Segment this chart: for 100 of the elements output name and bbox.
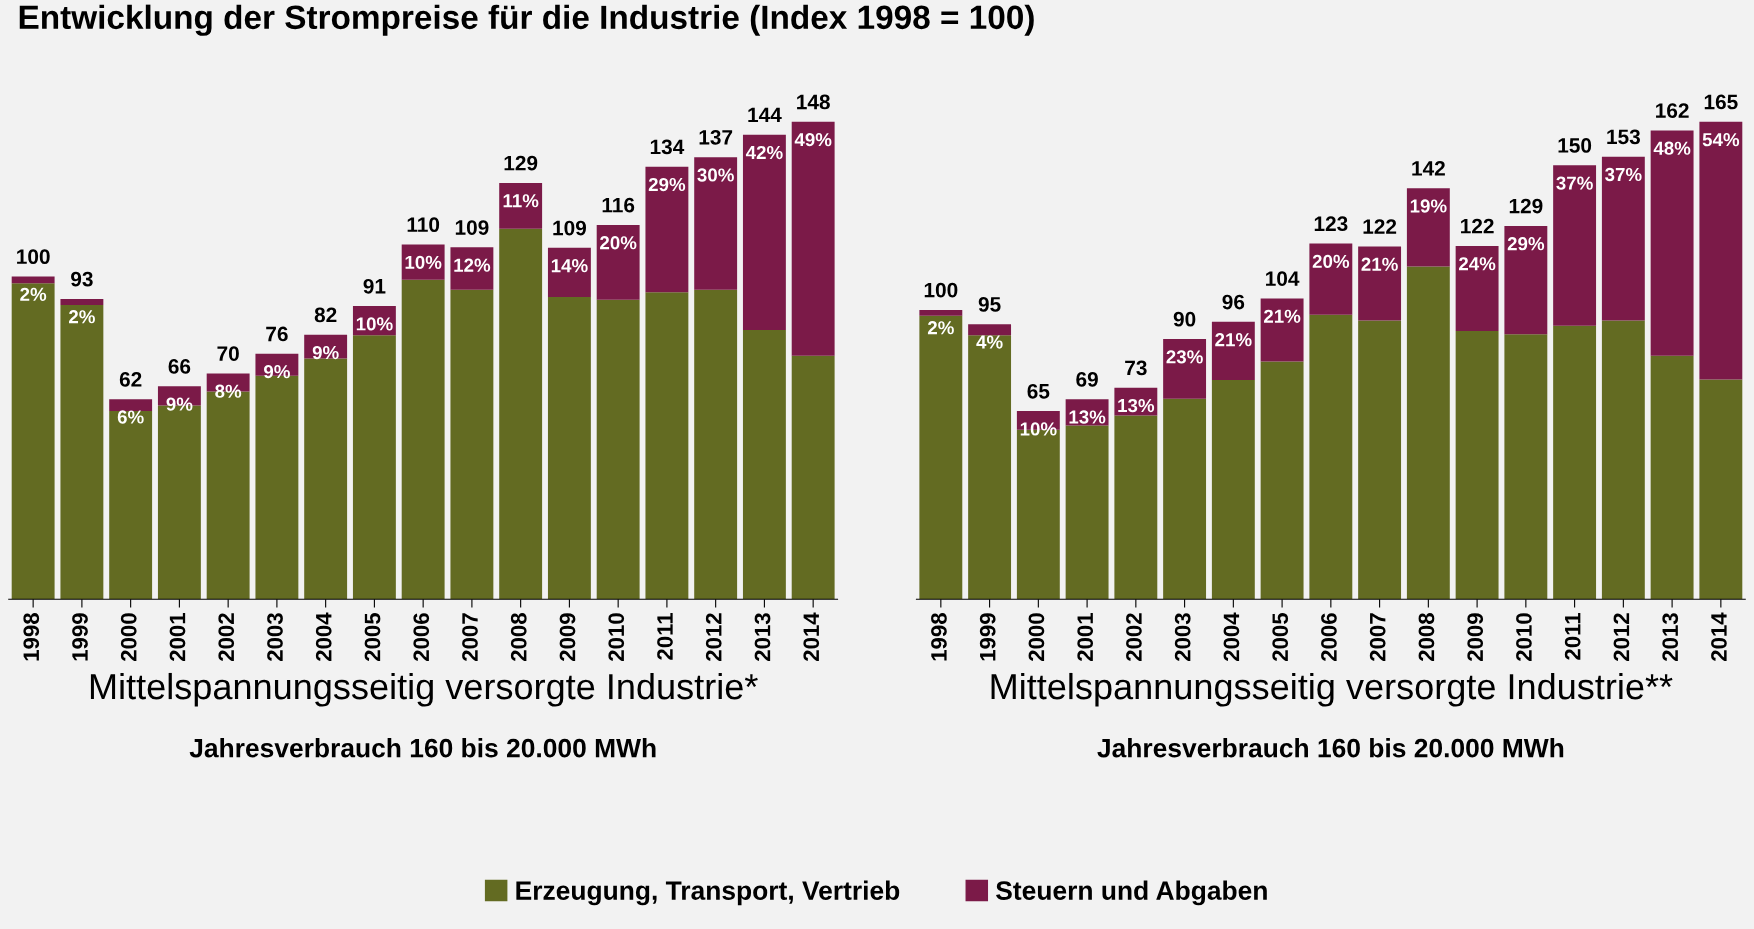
annotation: 21%: [1215, 333, 1252, 347]
annotation: 91: [363, 278, 386, 294]
bar: [1601, 156, 1645, 321]
annotation: 9%: [264, 365, 290, 379]
bar: [742, 329, 786, 600]
bar: [1406, 266, 1450, 600]
bar: [1309, 243, 1353, 315]
annotation: 9%: [166, 397, 193, 411]
annotation: 10%: [405, 255, 442, 269]
annotation: 9%: [312, 345, 339, 360]
bar: [694, 289, 738, 600]
annotation: 20%: [1312, 254, 1350, 269]
annotation: 13%: [1069, 410, 1106, 424]
bar: [1699, 121, 1743, 380]
annotation: 13%: [1118, 398, 1155, 413]
x-tick-label: 2013: [1662, 613, 1679, 662]
annotation: 66: [168, 359, 191, 374]
text: 162: [1656, 103, 1689, 118]
bar: [1260, 361, 1304, 600]
annotation: 76: [266, 326, 288, 342]
annotation: 69: [1076, 371, 1098, 387]
bar: [1211, 321, 1255, 381]
annotation: 100: [17, 249, 50, 265]
bar: [1358, 246, 1402, 321]
x-tick-label: 2009: [1467, 613, 1484, 662]
bar: [1601, 320, 1645, 600]
bar: [450, 289, 494, 600]
annotation: 150: [1558, 138, 1592, 153]
annotation: 96: [1222, 294, 1245, 310]
bar: [352, 335, 396, 600]
annotation: 134: [650, 139, 685, 155]
bar: [1260, 298, 1304, 362]
annotation: 12%: [454, 258, 491, 272]
bar: [1455, 330, 1499, 600]
text: 148: [797, 94, 830, 110]
x-tick-label: 2003: [1174, 613, 1191, 662]
bar: [968, 324, 1012, 336]
x-tick-label: 1999: [72, 613, 88, 661]
annotation: 37%: [1605, 167, 1642, 182]
annotation: 144: [748, 107, 782, 123]
x-tick-label: 2010: [608, 613, 625, 662]
text: 165: [1704, 94, 1738, 110]
annotation: 4%: [976, 335, 1003, 349]
bar: [60, 305, 104, 600]
annotation: 123: [1314, 216, 1348, 232]
bar: [645, 166, 689, 293]
annotation: 73: [1125, 360, 1147, 376]
bar: [304, 358, 348, 600]
annotation: 54%: [1702, 133, 1740, 147]
bar: [499, 228, 543, 600]
annotation: 153: [1607, 129, 1640, 145]
legend-label: Erzeugung, Transport, Vertrieb: [516, 880, 900, 906]
annotation: 49%: [794, 133, 832, 147]
annotation: 2%: [927, 321, 954, 335]
annotation: 129: [1509, 198, 1543, 214]
bar: [1699, 379, 1743, 600]
annotation: 42%: [745, 145, 783, 160]
x-tick-label: 2014: [1711, 612, 1727, 662]
bar: [1650, 355, 1694, 600]
annotation: 62: [119, 371, 142, 387]
annotation: 48%: [1653, 141, 1691, 155]
x-tick-label: 2014: [803, 612, 820, 662]
bar: [791, 355, 835, 600]
annotation: 29%: [1507, 237, 1545, 251]
bar: [919, 309, 963, 316]
annotation: 11%: [503, 194, 539, 208]
x-tick-label: 2000: [1028, 613, 1045, 662]
bar: [450, 247, 494, 290]
bar: [109, 399, 153, 412]
x-axis-title: Mittelspannungsseitig versorgte Industrie*: [90, 672, 758, 707]
x-tick-label: 2007: [462, 613, 478, 662]
annotation: 109: [455, 220, 489, 235]
x-tick-label: 2005: [1272, 613, 1289, 662]
x-tick-label: 2006: [1321, 613, 1337, 662]
annotation: 30%: [697, 168, 734, 182]
bar: [1163, 398, 1207, 600]
x-tick-label: 2012: [705, 613, 722, 662]
annotation: 20%: [600, 236, 637, 250]
bar: [596, 224, 640, 300]
bar: [742, 134, 786, 330]
annotation: 23%: [1166, 350, 1203, 364]
annotation: 14%: [551, 259, 588, 273]
bar: [1553, 325, 1597, 600]
bar: [1406, 188, 1450, 267]
bar: [1553, 165, 1597, 326]
bar: [968, 335, 1012, 600]
bar: [1504, 334, 1548, 600]
x-tick-label: 2002: [1126, 613, 1142, 662]
bar: [1163, 339, 1207, 399]
annotation: 65: [1027, 383, 1050, 399]
text: Jahresverbrauch 160 bis 20.000 MWh: [189, 738, 656, 758]
bar: [499, 182, 543, 229]
annotation: 24%: [1458, 257, 1496, 271]
bar: [547, 247, 591, 298]
annotation: 21%: [1263, 309, 1301, 323]
chart-title: Entwicklung der Strompreise für die Industrie (Index 1998 = 100): [19, 4, 1034, 36]
x-tick-label: 1999: [979, 613, 996, 661]
bar: [547, 297, 591, 600]
annotation: 129: [504, 155, 538, 171]
x-tick-label: 1998: [23, 613, 40, 661]
